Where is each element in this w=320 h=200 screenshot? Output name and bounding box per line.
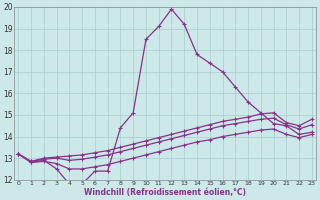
- X-axis label: Windchill (Refroidissement éolien,°C): Windchill (Refroidissement éolien,°C): [84, 188, 246, 197]
